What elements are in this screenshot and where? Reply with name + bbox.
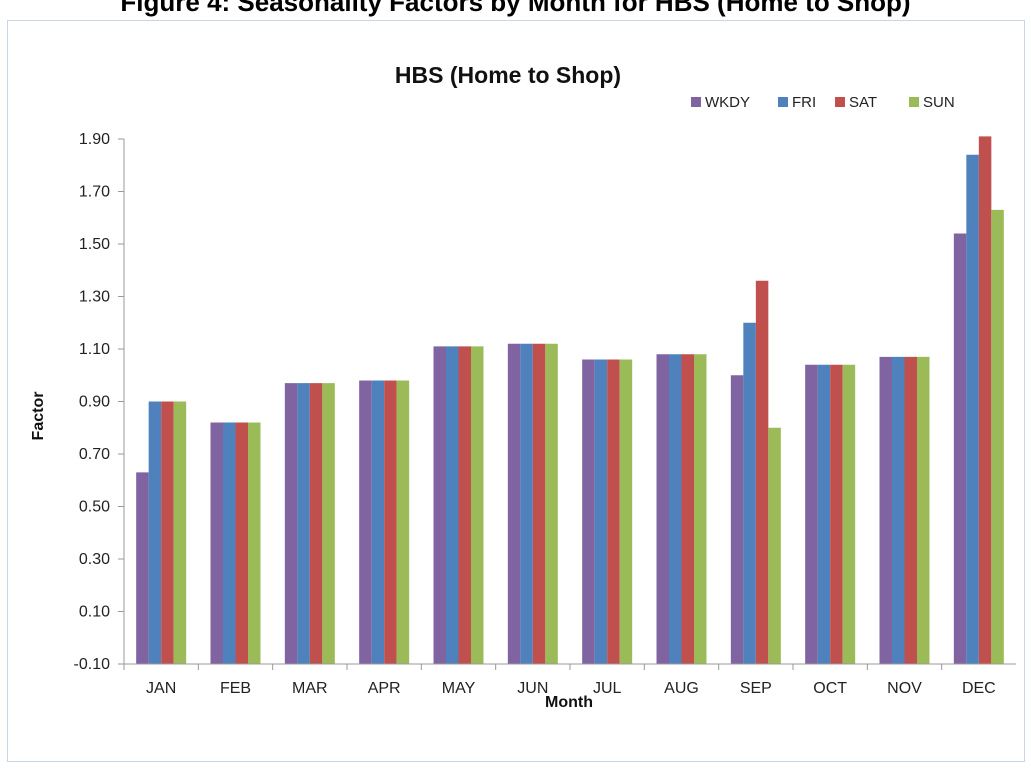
bar-wkdy-jun — [507, 343, 521, 664]
bar-wkdy-dec — [953, 233, 967, 664]
chart-frame: HBS (Home to Shop) WKDY FRI SAT SUN -0.10 0.… — [7, 20, 1025, 762]
x-tick-label: APR — [368, 680, 401, 697]
bar-sat-jan — [161, 401, 174, 664]
y-tick-label: 0.30 — [79, 551, 110, 568]
y-tick-label: 0.50 — [79, 499, 110, 516]
bar-wkdy-nov — [879, 356, 892, 664]
bar-sat-jul — [607, 359, 620, 664]
bar-wkdy-apr — [359, 380, 372, 664]
bar-fri-sep — [743, 322, 756, 664]
bar-fri-oct — [817, 364, 831, 664]
figure-caption: Figure 4: Seasonality Factors by Month f… — [120, 0, 911, 17]
bar-fri-nov — [892, 356, 905, 664]
chart-legend: WKDY FRI SAT SUN — [691, 94, 955, 111]
y-tick-label: 0.10 — [79, 604, 110, 621]
bar-wkdy-jan — [136, 472, 149, 664]
legend-label-wkdy: WKDY — [705, 94, 750, 111]
bar-fri-jul — [594, 359, 608, 664]
bar-sat-sep — [755, 280, 769, 664]
bar-sun-nov — [917, 356, 930, 664]
x-tick-label: DEC — [962, 680, 996, 697]
y-tick-label: 0.70 — [79, 446, 110, 463]
x-axis-ticks: JAN FEB MAR APR MAY JUN JUL AUG SEP OCT NOV DEC — [123, 664, 996, 697]
x-tick-label: SEP — [740, 680, 772, 697]
bar-wkdy-jul — [582, 359, 595, 664]
y-tick-label: 1.30 — [79, 289, 110, 306]
bar-sun-mar — [322, 383, 335, 664]
bar-sun-feb — [248, 422, 261, 664]
y-tick-label: 0.90 — [79, 394, 110, 411]
bar-sun-sep — [768, 427, 781, 664]
x-tick-label: OCT — [813, 680, 847, 697]
bar-sun-jul — [619, 359, 633, 664]
x-axis-title: Month — [545, 694, 593, 711]
y-tick-label: 1.10 — [79, 341, 110, 358]
legend-swatch-fri — [778, 97, 788, 107]
bar-wkdy-may — [433, 346, 446, 664]
bar-sun-dec — [991, 209, 1004, 664]
x-tick-label: JAN — [146, 680, 176, 697]
y-tick-label: 1.70 — [79, 184, 110, 201]
bar-sat-feb — [235, 422, 248, 664]
bar-sat-nov — [904, 356, 917, 664]
chart-title: HBS (Home to Shop) — [395, 62, 621, 88]
x-tick-label: MAY — [442, 680, 476, 697]
bar-fri-jan — [148, 401, 162, 664]
bar-sun-may — [471, 346, 484, 664]
bar-fri-jun — [520, 343, 533, 664]
y-axis-title: Factor — [30, 392, 47, 441]
bar-sat-jun — [532, 343, 546, 664]
legend-label-sun: SUN — [923, 94, 955, 111]
x-tick-label: FEB — [220, 680, 251, 697]
bar-fri-apr — [371, 380, 385, 664]
x-tick-label: JUL — [593, 680, 622, 697]
x-tick-label: MAR — [292, 680, 328, 697]
x-tick-label: AUG — [664, 680, 699, 697]
bar-wkdy-oct — [805, 364, 818, 664]
legend-label-fri: FRI — [792, 94, 816, 111]
bar-sat-mar — [309, 383, 323, 664]
y-axis-ticks: -0.10 0.10 0.30 0.50 0.70 0.90 1.10 1.30 1.50 1.7… — [74, 131, 124, 673]
legend-swatch-wkdy — [691, 97, 701, 107]
bar-sat-aug — [681, 354, 694, 664]
bar-fri-mar — [297, 383, 310, 664]
bar-fri-feb — [223, 422, 236, 664]
bar-sun-aug — [694, 354, 707, 664]
bar-series — [136, 136, 1004, 664]
x-tick-label: JUN — [517, 680, 548, 697]
bar-fri-may — [446, 346, 459, 664]
bar-wkdy-aug — [656, 354, 669, 664]
bar-fri-aug — [669, 354, 682, 664]
bar-chart: HBS (Home to Shop) WKDY FRI SAT SUN -0.10 0.… — [30, 62, 1016, 711]
bar-sun-jun — [545, 343, 558, 664]
bar-fri-dec — [966, 154, 979, 664]
bar-wkdy-sep — [730, 375, 744, 664]
bar-sun-jan — [173, 401, 187, 664]
y-tick-label: 1.50 — [79, 236, 110, 253]
y-tick-label: -0.10 — [74, 656, 111, 673]
x-tick-label: NOV — [887, 680, 922, 697]
y-tick-label: 1.90 — [79, 131, 110, 148]
bar-sat-dec — [978, 136, 992, 664]
bar-sat-apr — [384, 380, 397, 664]
bar-wkdy-feb — [210, 422, 223, 664]
bar-sun-oct — [842, 364, 856, 664]
bar-wkdy-mar — [284, 383, 298, 664]
bar-sun-apr — [396, 380, 410, 664]
bar-sat-may — [458, 346, 471, 664]
legend-swatch-sun — [909, 97, 919, 107]
bar-sat-oct — [830, 364, 843, 664]
legend-label-sat: SAT — [849, 94, 877, 111]
legend-swatch-sat — [835, 97, 845, 107]
